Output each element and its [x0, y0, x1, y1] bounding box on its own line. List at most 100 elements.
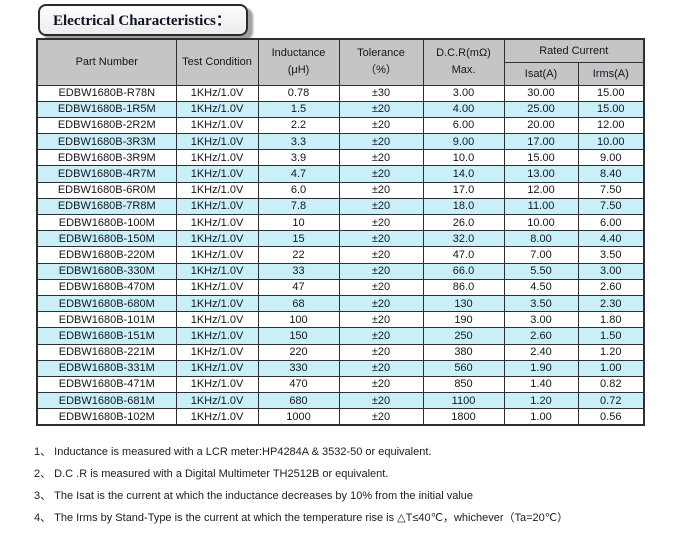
table-cell: 3.00 — [577, 262, 645, 280]
table-cell: 1KHz/1.0V — [175, 294, 259, 313]
table-cell: 0.56 — [577, 408, 645, 426]
table-cell: EDBW1680B-680M — [36, 294, 177, 313]
table-cell: 1.00 — [503, 408, 579, 426]
table-cell: 1KHz/1.0V — [175, 327, 259, 345]
table-cell: EDBW1680B-330M — [36, 262, 177, 280]
table-cell: 10.0 — [422, 149, 505, 167]
table-cell: 1KHz/1.0V — [175, 230, 259, 248]
table-row: EDBW1680B-221M 1KHz/1.0V 220 ±20 380 2.40 1.20 — [36, 343, 645, 361]
table-cell: 1KHz/1.0V — [175, 375, 259, 394]
table-row: EDBW1680B-471M 1KHz/1.0V 470 ±20 850 1.40 0.82 — [36, 375, 645, 394]
table-cell: 2.60 — [503, 327, 579, 345]
table-cell: ±20 — [338, 230, 424, 248]
section-title: Electrical Characteristics： — [53, 13, 231, 29]
table-cell: ±20 — [338, 197, 424, 216]
table-cell: EDBW1680B-221M — [36, 343, 177, 361]
table-cell: 86.0 — [422, 278, 505, 296]
table-cell: EDBW1680B-470M — [36, 278, 177, 296]
table-cell: 1KHz/1.0V — [175, 116, 259, 135]
electrical-characteristics-table: Part Number Test Condition Inductance (μ… — [36, 38, 645, 426]
footnote: 3、 The Isat is the current at which the … — [34, 490, 474, 502]
table-cell: 3.00 — [422, 84, 505, 102]
table-cell: 22 — [257, 246, 340, 264]
footnote: 4、 The Irms by Stand-Type is the current… — [34, 512, 569, 524]
table-cell: 1.50 — [577, 327, 645, 345]
table-cell: ±20 — [338, 100, 424, 118]
table-cell: 1KHz/1.0V — [175, 392, 259, 410]
table-cell: 20.00 — [503, 116, 579, 135]
table-cell: ±20 — [338, 375, 424, 394]
header-test-condition: Test Condition — [175, 38, 259, 86]
table-row: EDBW1680B-220M 1KHz/1.0V 22 ±20 47.0 7.00 3.50 — [36, 246, 645, 264]
table-cell: EDBW1680B-3R3M — [36, 133, 177, 151]
table-cell: 15.00 — [577, 100, 645, 118]
table-cell: 1800 — [422, 408, 505, 426]
table-cell: EDBW1680B-681M — [36, 392, 177, 410]
table-cell: 3.50 — [503, 294, 579, 313]
table-row: EDBW1680B-1R5M 1KHz/1.0V 1.5 ±20 4.00 25.00 15… — [36, 100, 645, 118]
table-cell: 30.00 — [503, 84, 579, 102]
table-cell: 0.78 — [257, 84, 340, 102]
table-cell: 130 — [422, 294, 505, 313]
table-cell: 0.72 — [577, 392, 645, 410]
table-cell: EDBW1680B-100M — [36, 213, 177, 232]
table-cell: 220 — [257, 343, 340, 361]
table-cell: 10.00 — [577, 133, 645, 151]
section-title-box: Electrical Characteristics： — [38, 4, 248, 36]
table-cell: 4.50 — [503, 278, 579, 296]
table-cell: 1KHz/1.0V — [175, 197, 259, 216]
table-cell: 7.50 — [577, 181, 645, 199]
table-cell: 1KHz/1.0V — [175, 246, 259, 264]
table-cell: EDBW1680B-331M — [36, 359, 177, 377]
table-cell: ±20 — [338, 213, 424, 232]
table-cell: 1KHz/1.0V — [175, 100, 259, 118]
table-row: EDBW1680B-6R0M 1KHz/1.0V 6.0 ±20 17.0 12.00 7.… — [36, 181, 645, 199]
table-cell: 9.00 — [422, 133, 505, 151]
table-cell: 1.20 — [503, 392, 579, 410]
header-isat: Isat(A) — [503, 61, 579, 86]
table-cell: 7.8 — [257, 197, 340, 216]
table-cell: 14.0 — [422, 165, 505, 183]
table-cell: 4.00 — [422, 100, 505, 118]
table-cell: ±20 — [338, 149, 424, 167]
table-row: EDBW1680B-150M 1KHz/1.0V 15 ±20 32.0 8.00 4.40 — [36, 230, 645, 248]
table-cell: EDBW1680B-2R2M — [36, 116, 177, 135]
table-cell: 12.00 — [503, 181, 579, 199]
header-inductance: Inductance (μH) — [257, 38, 340, 86]
table-cell: ±20 — [338, 262, 424, 280]
table-cell: 100 — [257, 311, 340, 329]
table-cell: ±20 — [338, 246, 424, 264]
table-cell: 32.0 — [422, 230, 505, 248]
table-cell: 1KHz/1.0V — [175, 149, 259, 167]
table-cell: EDBW1680B-101M — [36, 311, 177, 329]
table-cell: ±20 — [338, 294, 424, 313]
table-cell: ±20 — [338, 116, 424, 135]
table-cell: 66.0 — [422, 262, 505, 280]
table-cell: 1.00 — [577, 359, 645, 377]
table-row: EDBW1680B-680M 1KHz/1.0V 68 ±20 130 3.50 2.30 — [36, 294, 645, 313]
table-cell: 5.50 — [503, 262, 579, 280]
table-cell: 68 — [257, 294, 340, 313]
table-cell: EDBW1680B-102M — [36, 408, 177, 426]
table-cell: 3.00 — [503, 311, 579, 329]
table-cell: 1KHz/1.0V — [175, 311, 259, 329]
footnote: 2、 D.C .R is measured with a Digital Mul… — [34, 468, 389, 480]
table-cell: 3.50 — [577, 246, 645, 264]
table-row: EDBW1680B-4R7M 1KHz/1.0V 4.7 ±20 14.0 13.00 8.… — [36, 165, 645, 183]
table-cell: 680 — [257, 392, 340, 410]
table-cell: 17.00 — [503, 133, 579, 151]
table-cell: 2.40 — [503, 343, 579, 361]
table-cell: ±20 — [338, 165, 424, 183]
table-cell: 1000 — [257, 408, 340, 426]
table-cell: 8.00 — [503, 230, 579, 248]
table-cell: 10.00 — [503, 213, 579, 232]
table-row: EDBW1680B-100M 1KHz/1.0V 10 ±20 26.0 10.00 6.0… — [36, 213, 645, 232]
table-cell: ±20 — [338, 311, 424, 329]
table-cell: 26.0 — [422, 213, 505, 232]
table-cell: 15.00 — [503, 149, 579, 167]
table-row: EDBW1680B-2R2M 1KHz/1.0V 2.2 ±20 6.00 20.00 12… — [36, 116, 645, 135]
table-cell: 1.5 — [257, 100, 340, 118]
header-irms: Irms(A) — [577, 61, 645, 86]
table-cell: 47.0 — [422, 246, 505, 264]
table-cell: 1KHz/1.0V — [175, 213, 259, 232]
